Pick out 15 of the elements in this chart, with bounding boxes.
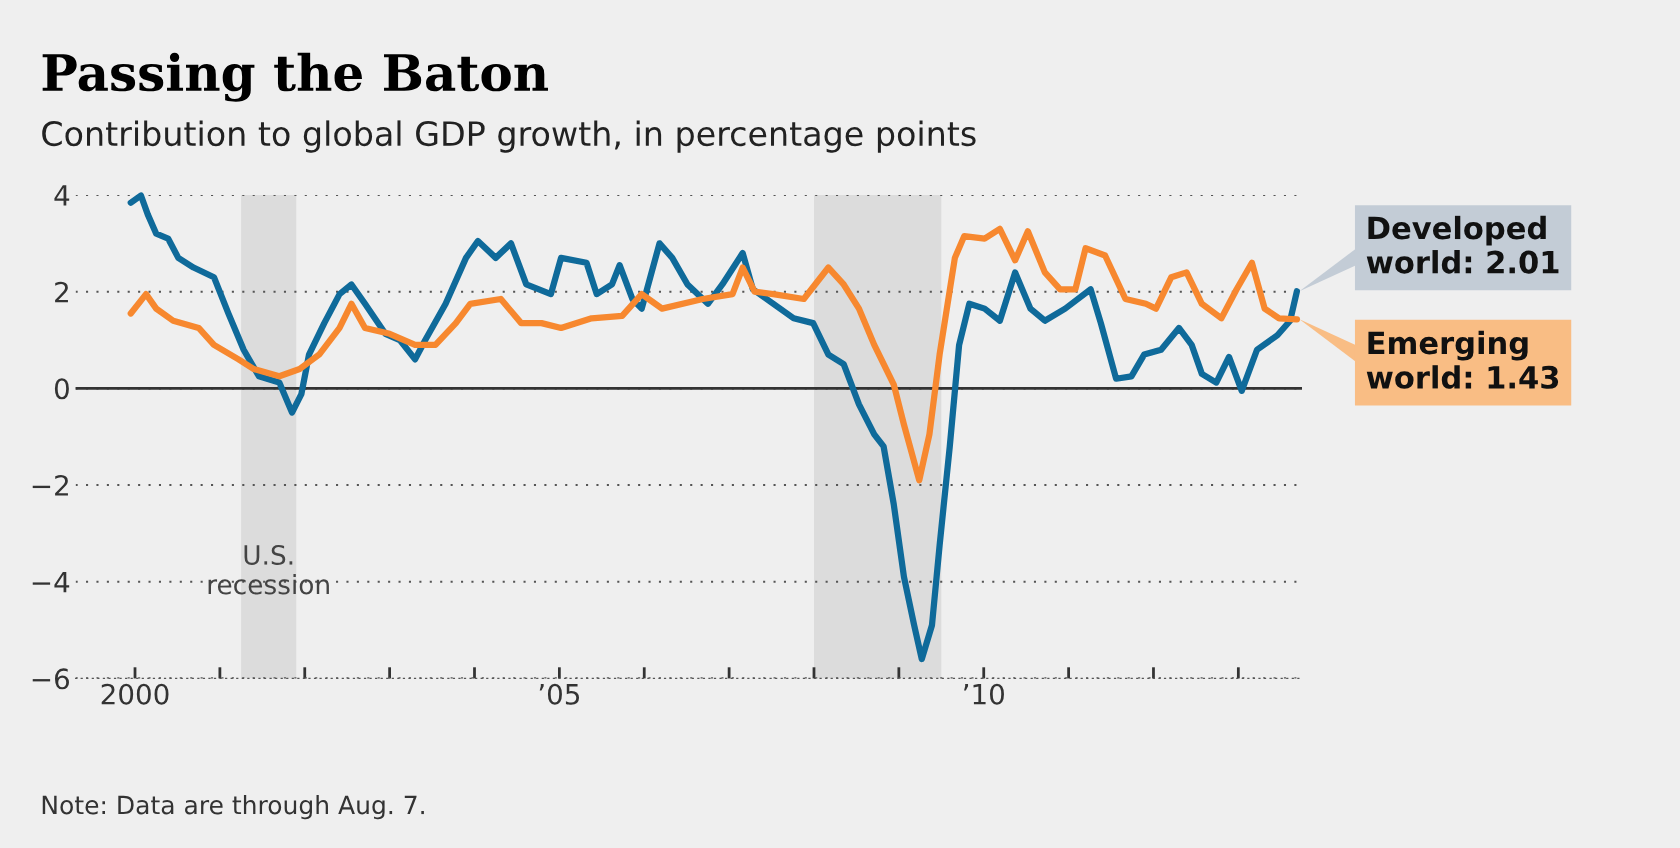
y-tick-label: −6 <box>32 668 69 690</box>
x-tick-label: ’10 <box>964 683 1004 705</box>
y-tick-label: −4 <box>32 572 70 593</box>
y-tick-label: 0 <box>54 378 69 400</box>
chart-title: Passing the Baton <box>42 52 548 102</box>
text: Note: Data are through Aug. 7. <box>42 795 424 820</box>
y-tick-label: 2 <box>55 281 68 303</box>
y-tick-label: 4 <box>54 185 70 206</box>
y-tick-label: −2 <box>32 474 68 496</box>
annotation: Developed world: 2.01 <box>1366 215 1559 274</box>
chart-subtitle: Contribution to global GDP growth, in percentage points <box>42 120 976 153</box>
x-tick-label: ’05 <box>539 683 580 705</box>
x-tick-label: 2000 <box>101 683 169 705</box>
band-label: U.S. recession <box>208 544 329 595</box>
annotation: Emerging world: 1.43 <box>1366 330 1559 389</box>
